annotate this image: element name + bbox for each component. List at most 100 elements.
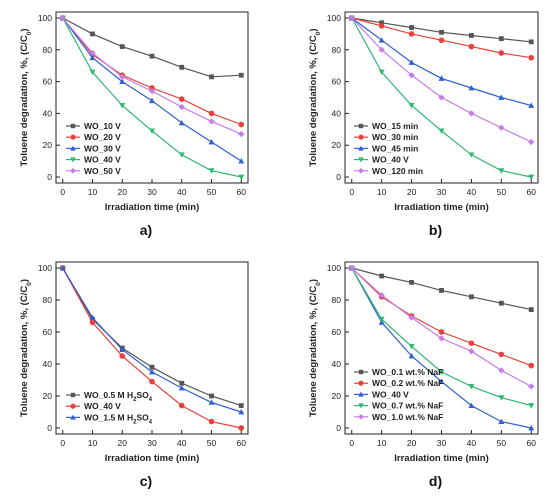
data-point [179,64,185,70]
data-point [378,316,385,323]
x-axis-label: Irradiation time (min) [105,453,199,464]
data-point [468,402,475,408]
data-point [528,424,535,431]
data-point [149,97,155,104]
y-axis-label-subscript: 0 [315,282,322,286]
legend-marker [70,167,76,174]
legend-marker [358,413,364,420]
legend-marker [358,134,364,140]
data-point [238,425,245,431]
data-point [238,121,245,128]
data-point [438,75,445,81]
legend-text: WO_0.1 wt.% NaF [372,367,443,377]
data-point [148,88,156,95]
data-point [468,340,475,347]
y-tick-label: 40 [332,359,342,369]
data-point [238,130,245,138]
x-tick-label: 20 [118,187,128,197]
data-point [378,292,385,299]
data-point [408,103,415,109]
legend-marker [358,369,364,375]
y-axis-label: Toluene degradation, %, (C/C0) [308,28,322,166]
x-tick-label: 0 [60,187,65,197]
series-1 [349,265,534,313]
x-tick-label: 0 [60,438,65,448]
data-point [89,69,96,76]
legend-entry: WO_1.5 M H2SO4 [84,412,153,425]
data-point [178,402,185,409]
data-point [528,403,535,409]
data-point [348,14,355,22]
series-line [62,267,242,407]
series-1 [60,265,244,408]
legend-entry: WO_0.7 wt.% NaF [372,401,443,411]
data-point [409,280,414,285]
legend-text: WO_40 V [84,401,121,411]
legend-marker [70,145,76,151]
legend-text: WO_1.0 wt.% NaF [372,412,443,422]
legend-entry: WO_0.5 M H2SO4 [84,390,153,403]
data-point [469,294,474,300]
data-point [528,307,534,313]
x-tick-label: 50 [207,438,217,448]
data-point [438,37,445,44]
series-line [62,17,242,78]
legend-marker [70,134,76,140]
panel-label: c) [140,473,152,489]
legend-entry: WO_40 V [372,389,409,399]
series-line [62,17,242,126]
x-tick-label: 40 [177,438,187,448]
y-tick-label: 80 [43,45,53,55]
legend-marker [358,403,364,409]
y-axis-label-main: Toluene degradation, %, (C/C [19,286,30,417]
data-point [149,85,155,91]
data-point [468,348,475,355]
data-point [498,124,505,131]
data-point [438,369,445,375]
data-point [208,418,215,425]
data-point [438,378,445,384]
legend-entry: WO_15 min [372,121,418,131]
data-point [379,273,385,279]
data-point [438,94,445,101]
y-tick-label: 100 [38,13,52,23]
x-tick-label: 30 [437,438,447,448]
series-2 [348,265,535,369]
data-point [438,335,445,342]
data-point [438,128,445,134]
x-tick-label: 0 [349,438,354,448]
data-point [89,54,96,61]
panel-label: b) [429,222,442,238]
series-3 [348,265,535,431]
series-2 [59,15,245,128]
x-tick-label: 60 [527,438,537,448]
x-tick-label: 10 [377,438,387,448]
data-point [89,49,96,57]
data-point [468,43,475,50]
data-point [149,53,155,59]
y-tick-label: 40 [43,108,53,118]
data-point [498,50,505,56]
y-axis-label-end: ) [308,279,319,282]
data-point [498,300,504,306]
series-4 [348,265,535,409]
data-point [408,31,415,37]
y-tick-label: 100 [327,263,341,273]
legend-marker [70,392,76,398]
data-point [208,139,215,145]
legend-text-end: SO [136,390,149,400]
data-point [59,14,66,22]
legend-marker [358,145,364,151]
data-point [179,380,185,386]
y-tick-label: 80 [332,295,342,305]
legend-marker [358,167,364,174]
data-point [178,96,185,102]
x-tick-label: 10 [88,438,98,448]
data-point [498,168,505,174]
data-point [378,46,385,53]
data-point [468,84,475,91]
series-5 [348,14,535,146]
data-point [468,383,475,390]
